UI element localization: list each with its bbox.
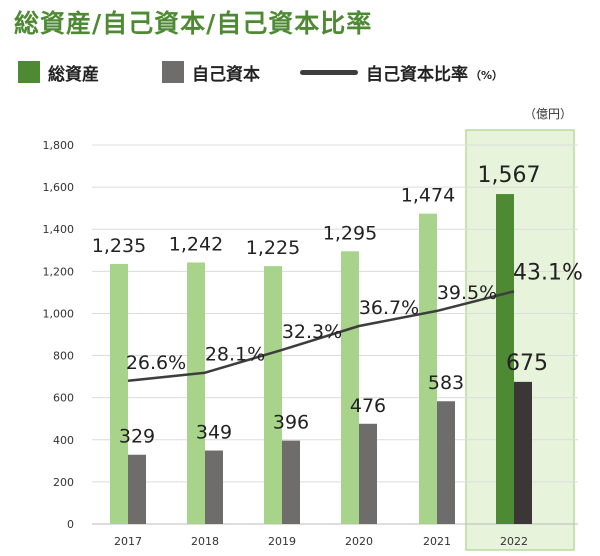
label-total-assets-2022: 1,567 [478,163,541,188]
label-ratio-2020: 36.7% [359,297,419,319]
label-ratio-2019: 32.3% [282,321,342,343]
bar-equity-2020 [359,423,377,524]
bar-equity-2021 [437,401,455,524]
chart-title: 総資産/自己資本/自己資本比率 [14,9,373,38]
bar-total-assets-2021 [419,213,437,524]
legend-equity-ratio-label: 自己資本比率 [366,64,468,85]
data-labels: 1,235 329 26.6% 1,242 349 28.1% 1,225 396 32.3% 1… [92,163,583,448]
label-total-assets-2017: 1,235 [92,235,146,257]
x-tick-label: 2020 [345,535,373,548]
legend-swatch-gray [162,61,184,83]
bar-total-assets-2020 [341,251,359,524]
label-ratio-2017: 26.6% [126,352,186,374]
x-tick-label: 2021 [423,535,451,548]
equity-ratio-line [127,290,515,383]
y-tick-label: 1,200 [43,265,75,278]
bar-equity-2018 [205,450,223,524]
ratio-line-group [127,290,515,383]
y-tick-label: 200 [53,476,74,489]
label-equity-2019: 396 [273,412,309,434]
bar-total-assets-2018 [187,262,205,524]
label-ratio-2022: 43.1% [513,260,583,285]
label-total-assets-2020: 1,295 [323,222,377,244]
y-tick-label: 1,000 [43,307,75,320]
bars [110,194,532,524]
bar-equity-2019 [282,440,300,524]
y-tick-label: 800 [53,350,74,363]
label-equity-2022: 675 [506,351,548,376]
label-total-assets-2021: 1,474 [401,185,455,207]
label-ratio-2021: 39.5% [437,282,497,304]
label-equity-2018: 349 [196,422,232,444]
label-total-assets-2018: 1,242 [169,233,223,255]
x-tick-label: 2017 [114,535,142,548]
legend-total-assets-label: 総資産 [48,64,99,85]
legend-ratio-unit: （%） [470,68,504,82]
bar-equity-2017 [128,454,146,524]
legend: 総資産 自己資本 自己資本比率 （%） [14,58,600,86]
legend-equity-ratio: 自己資本比率 （%） [300,58,503,86]
x-tick-label: 2018 [191,535,219,548]
y-tick-label: 0 [67,518,74,531]
bar-total-assets-2017 [110,263,128,524]
y-tick-label: 1,600 [43,181,75,194]
label-equity-2021: 583 [428,372,464,394]
x-tick-labels: 2017 2018 2019 2020 2021 2022 [114,535,528,548]
x-tick-label: 2019 [268,535,296,548]
y-tick-labels: 0 200 400 600 800 1,000 1,200 1,400 1,600 1,800 [43,139,75,531]
label-equity-2020: 476 [350,395,386,417]
label-ratio-2018: 28.1% [205,344,265,366]
legend-swatch-green [18,61,40,83]
x-tick-label: 2022 [500,535,528,548]
legend-equity-label: 自己資本 [192,64,260,85]
label-total-assets-2019: 1,225 [246,237,300,259]
bar-total-assets-2022 [496,194,514,524]
y-tick-label: 600 [53,392,74,405]
bar-equity-2022 [514,381,532,524]
unit-label: （億円） [524,107,572,121]
y-tick-label: 400 [53,434,74,447]
label-equity-2017: 329 [119,426,155,448]
legend-line-swatch [300,69,358,75]
y-tick-label: 1,800 [43,139,75,152]
legend-total-assets: 総資産 [18,58,99,86]
bar-total-assets-2019 [264,266,282,524]
legend-equity: 自己資本 [162,58,260,86]
y-tick-label: 1,400 [43,223,75,236]
